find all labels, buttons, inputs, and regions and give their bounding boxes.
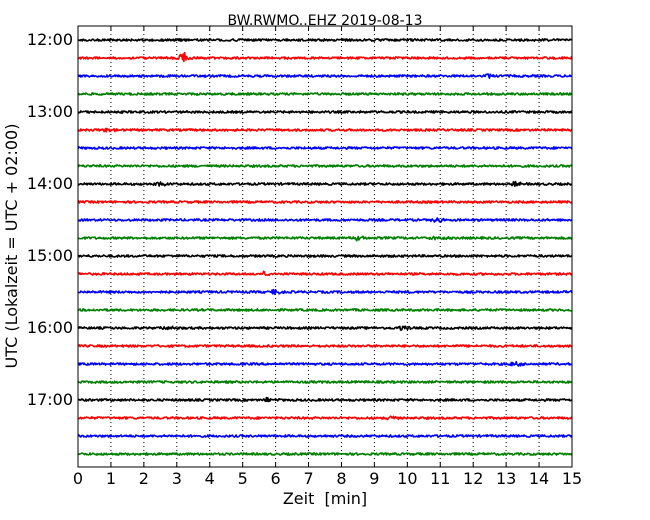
- y-tick-label-1300: 13:00: [27, 102, 73, 121]
- trace-1300: [77, 110, 573, 114]
- trace-1430: [77, 217, 573, 223]
- x-tick-label-13: 13: [496, 469, 516, 488]
- x-tick-label-4: 4: [205, 469, 215, 488]
- trace-1600: [77, 325, 573, 331]
- x-tick-label-9: 9: [369, 469, 379, 488]
- x-tick-label-0: 0: [73, 469, 83, 488]
- x-tick-label-3: 3: [172, 469, 182, 488]
- trace-1745: [77, 452, 573, 456]
- x-tick-label-10: 10: [397, 469, 417, 488]
- trace-1500: [77, 254, 573, 258]
- trace-1345: [77, 164, 573, 168]
- y-tick-label-1500: 15:00: [27, 246, 73, 265]
- trace-1515: [77, 270, 573, 277]
- x-axis-label: Zeit [min]: [283, 489, 367, 508]
- x-tick-label-1: 1: [106, 469, 116, 488]
- trace-1215: [77, 51, 573, 63]
- x-tick-label-8: 8: [336, 469, 346, 488]
- y-axis-ticks: 12:00 13:00 14:00 15:00 16:00 17:00: [27, 30, 572, 409]
- x-tick-label-14: 14: [529, 469, 549, 488]
- trace-1245: [77, 92, 573, 96]
- trace-1415: [77, 200, 573, 204]
- x-tick-label-15: 15: [562, 469, 582, 488]
- trace-1230: [77, 73, 573, 80]
- trace-1615: [77, 344, 573, 348]
- x-tick-label-2: 2: [139, 469, 149, 488]
- y-axis-label: UTC (Lokalzeit = UTC + 02:00): [2, 124, 21, 369]
- trace-1400: [77, 180, 573, 188]
- trace-1200: [77, 38, 573, 42]
- seismogram-traces: [77, 38, 573, 456]
- y-tick-label-1200: 12:00: [27, 30, 73, 49]
- y-tick-label-1400: 14:00: [27, 174, 73, 193]
- vertical-grid: [110, 26, 540, 467]
- y-tick-label-1700: 17:00: [27, 390, 73, 409]
- trace-1545: [77, 308, 573, 312]
- trace-1645: [77, 380, 573, 384]
- trace-1315: [77, 127, 573, 133]
- x-tick-label-7: 7: [303, 469, 313, 488]
- plot-frame: [77, 25, 573, 468]
- x-tick-label-5: 5: [238, 469, 248, 488]
- trace-1715: [77, 415, 573, 421]
- trace-1445: [77, 235, 573, 242]
- trace-1630: [77, 360, 573, 367]
- chart-title: BW.RWMO..EHZ 2019-08-13: [227, 13, 422, 29]
- y-tick-label-1600: 16:00: [27, 318, 73, 337]
- x-axis-ticks: 0 1 2 3 4 5 6 7 8 9 10 11 12 13 14 15: [73, 26, 582, 488]
- trace-1730: [77, 434, 573, 438]
- trace-1700: [77, 396, 573, 403]
- x-tick-label-6: 6: [271, 469, 281, 488]
- x-tick-label-11: 11: [430, 469, 450, 488]
- x-tick-label-12: 12: [463, 469, 483, 488]
- trace-1530: [77, 288, 573, 296]
- trace-1330: [77, 146, 573, 150]
